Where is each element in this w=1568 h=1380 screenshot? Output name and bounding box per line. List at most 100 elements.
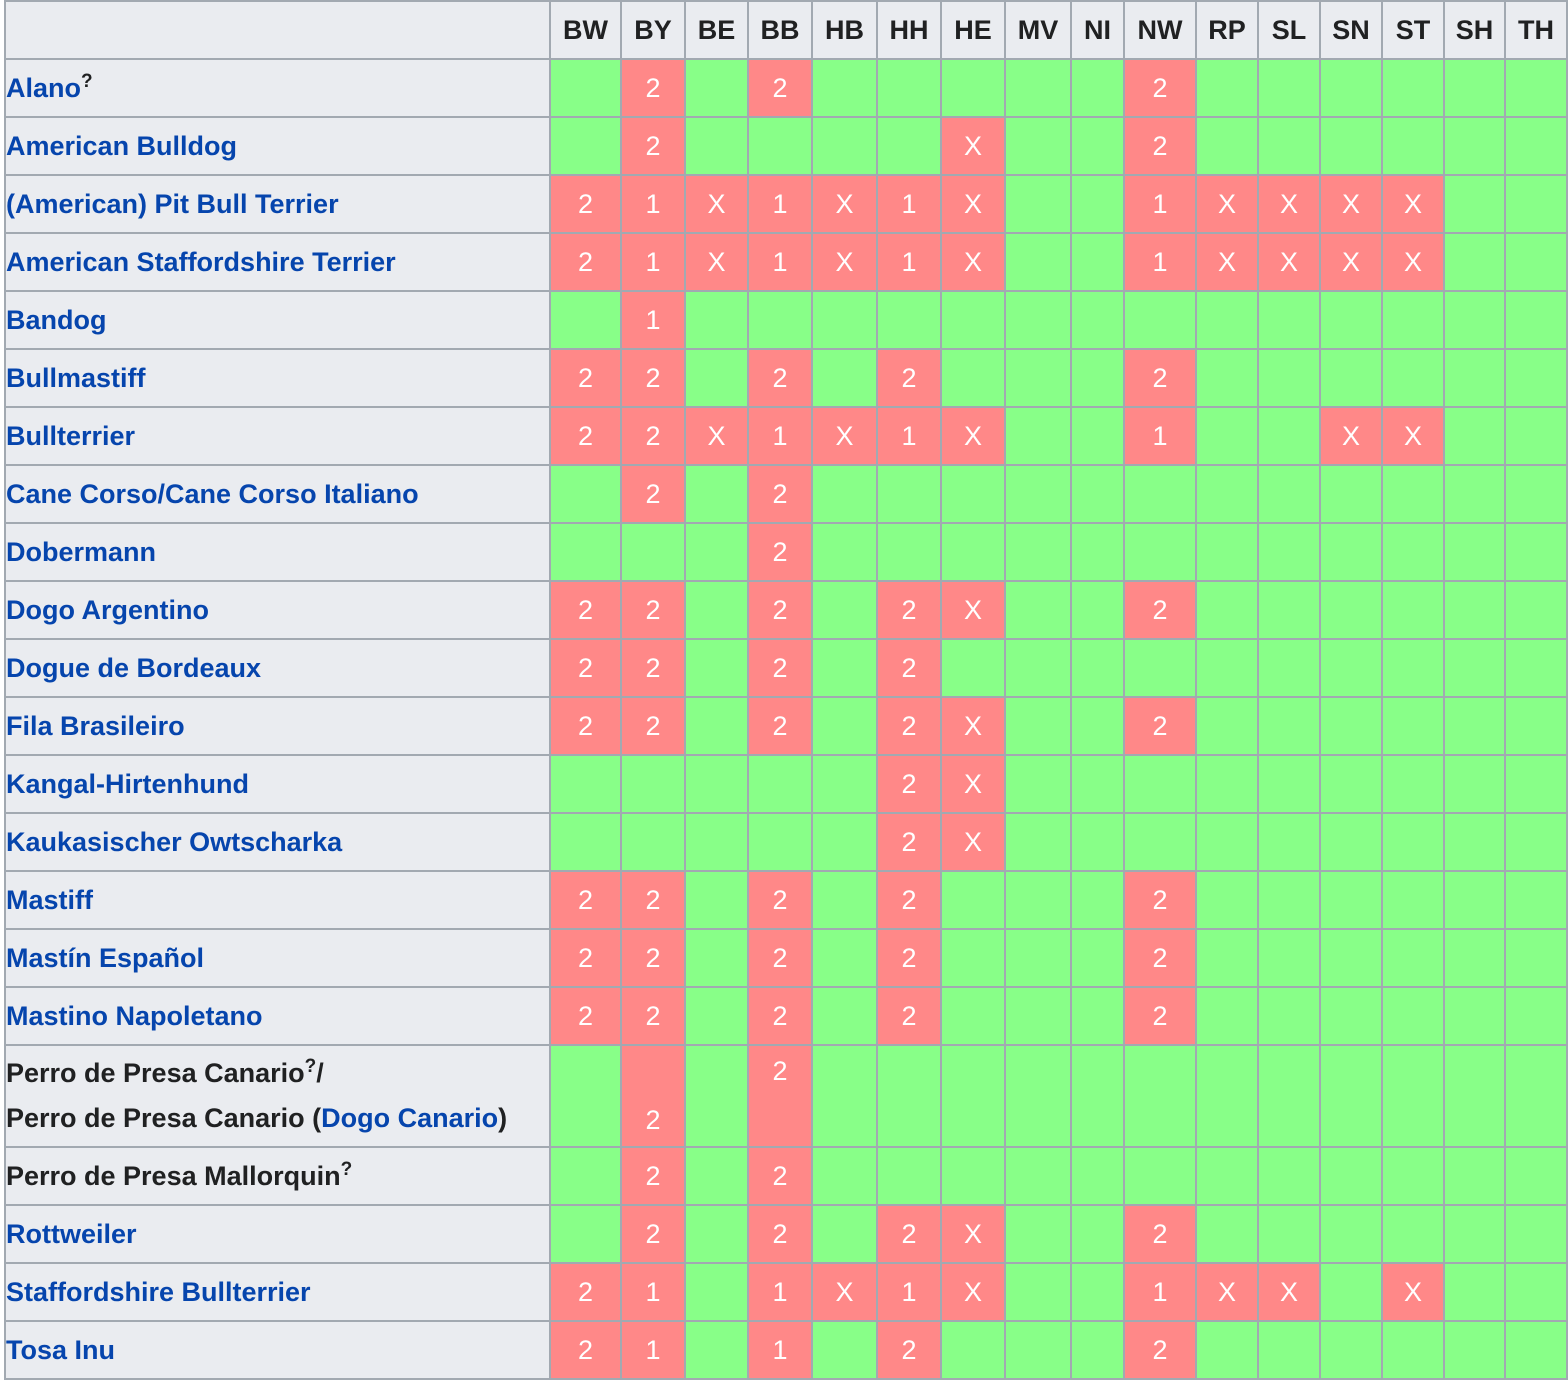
status-cell-sn [1319,870,1383,930]
footnote-marker[interactable]: ? [340,1158,353,1180]
breed-link[interactable]: Alano [6,72,82,103]
status-cell-sn [1319,1262,1383,1322]
status-cell-sh [1443,232,1506,292]
breed-link[interactable]: Cane Corso/Cane Corso Italiano [6,478,419,509]
status-cell-sn [1319,1044,1383,1148]
status-cell-mv [1004,870,1072,930]
breed-link[interactable]: Dogo Argentino [6,594,209,625]
status-cell-rp [1195,1204,1259,1264]
breed-link[interactable]: Mastín Español [6,942,205,973]
breed-link[interactable]: Dobermann [6,536,157,567]
status-cell-by: 1 [620,1320,686,1380]
status-cell-th [1504,638,1568,698]
status-cell-be [684,290,749,350]
breed-link[interactable]: Dogue de Bordeaux [6,652,262,683]
status-cell-bw: 2 [549,580,622,640]
breed-link[interactable]: American Staffordshire Terrier [6,246,396,277]
status-cell-mv [1004,290,1072,350]
status-cell-bw: 2 [549,986,622,1046]
status-cell-be [684,348,749,408]
status-cell-be [684,870,749,930]
breed-link[interactable]: Mastiff [6,884,93,915]
status-cell-rp: X [1195,174,1259,234]
status-cell-sn [1319,580,1383,640]
status-cell-bw [549,812,622,872]
status-cell-th [1504,348,1568,408]
breed-link[interactable]: Tosa Inu [6,1334,116,1365]
status-cell-ni [1070,580,1125,640]
breed-link-dogo-canario[interactable]: Dogo Canario [321,1103,499,1133]
status-cell-bb: 1 [747,232,813,292]
status-cell-bw [549,116,622,176]
breed-name-line-2: Perro de Presa Canario (Dogo Canario) [6,1096,549,1141]
status-cell-ni [1070,174,1125,234]
breed-link[interactable]: Bullterrier [6,420,136,451]
status-cell-rp: X [1195,232,1259,292]
status-cell-he [940,290,1006,350]
breed-link[interactable]: Bullmastiff [6,362,146,393]
status-cell-hh [876,116,942,176]
breed-link[interactable]: Fila Brasileiro [6,710,185,741]
status-cell-bw [549,58,622,118]
breed-link[interactable]: Kangal-Hirtenhund [6,768,249,799]
status-cell-nw: 2 [1123,986,1197,1046]
status-cell-th [1504,986,1568,1046]
status-cell-nw [1123,1146,1197,1206]
status-cell-mv [1004,348,1072,408]
status-cell-nw: 1 [1123,232,1197,292]
breed-link[interactable]: Bandog [6,304,107,335]
status-cell-sh [1443,986,1506,1046]
status-cell-he [940,348,1006,408]
status-cell-th [1504,870,1568,930]
status-cell-st [1381,754,1445,814]
footnote-marker[interactable]: ? [304,1056,317,1077]
status-cell-be [684,580,749,640]
status-cell-sl [1257,1320,1321,1380]
status-cell-he: X [940,406,1006,466]
status-cell-bw: 2 [549,1262,622,1322]
status-cell-rp [1195,116,1259,176]
status-cell-hh: 2 [876,638,942,698]
status-cell-sn [1319,1146,1383,1206]
status-cell-sl [1257,1146,1321,1206]
status-cell-hh: 2 [876,696,942,756]
status-cell-mv [1004,580,1072,640]
status-cell-by: 1 [620,232,686,292]
breed-link[interactable]: Rottweiler [6,1218,137,1249]
breed-link[interactable]: Kaukasischer Owtscharka [6,826,343,857]
status-cell-be [684,1204,749,1264]
breed-link[interactable]: Mastino Napoletano [6,1000,263,1031]
breed-restriction-table: BW BY BE BB HB HH HE MV NI NW RP SL SN ST SH TH Alano? 2… [4,0,1568,1380]
corner-cell [4,0,551,60]
status-cell-sh [1443,348,1506,408]
breed-link[interactable]: Staffordshire Bullterrier [6,1276,311,1307]
status-cell-by: 2 [620,406,686,466]
status-cell-mv [1004,1262,1072,1322]
status-cell-mv [1004,1146,1072,1206]
breed-name-cell: Staffordshire Bullterrier [4,1262,551,1322]
status-cell-mv [1004,696,1072,756]
status-cell-by [620,812,686,872]
status-cell-sh [1443,1044,1506,1148]
status-cell-st [1381,986,1445,1046]
status-cell-hh: 1 [876,174,942,234]
table-row: (American) Pit Bull Terrier 2 1 X 1 X 1 X 1 X X X X [4,174,1568,234]
status-cell-nw: 2 [1123,1320,1197,1380]
breed-link[interactable]: (American) Pit Bull Terrier [6,188,339,219]
status-cell-hh [876,290,942,350]
status-cell-bw [549,290,622,350]
footnote-marker[interactable]: ? [81,70,93,92]
status-cell-st [1381,522,1445,582]
status-cell-by: 2 [620,58,686,118]
status-cell-sh [1443,174,1506,234]
status-cell-he [940,870,1006,930]
status-cell-bw: 2 [549,870,622,930]
status-cell-he: X [940,116,1006,176]
status-cell-st: X [1381,232,1445,292]
status-cell-sl [1257,928,1321,988]
breed-link[interactable]: American Bulldog [6,130,238,161]
status-cell-rp [1195,1320,1259,1380]
status-cell-bw: 2 [549,638,622,698]
status-cell-bw: 2 [549,1320,622,1380]
status-cell-he [940,1320,1006,1380]
